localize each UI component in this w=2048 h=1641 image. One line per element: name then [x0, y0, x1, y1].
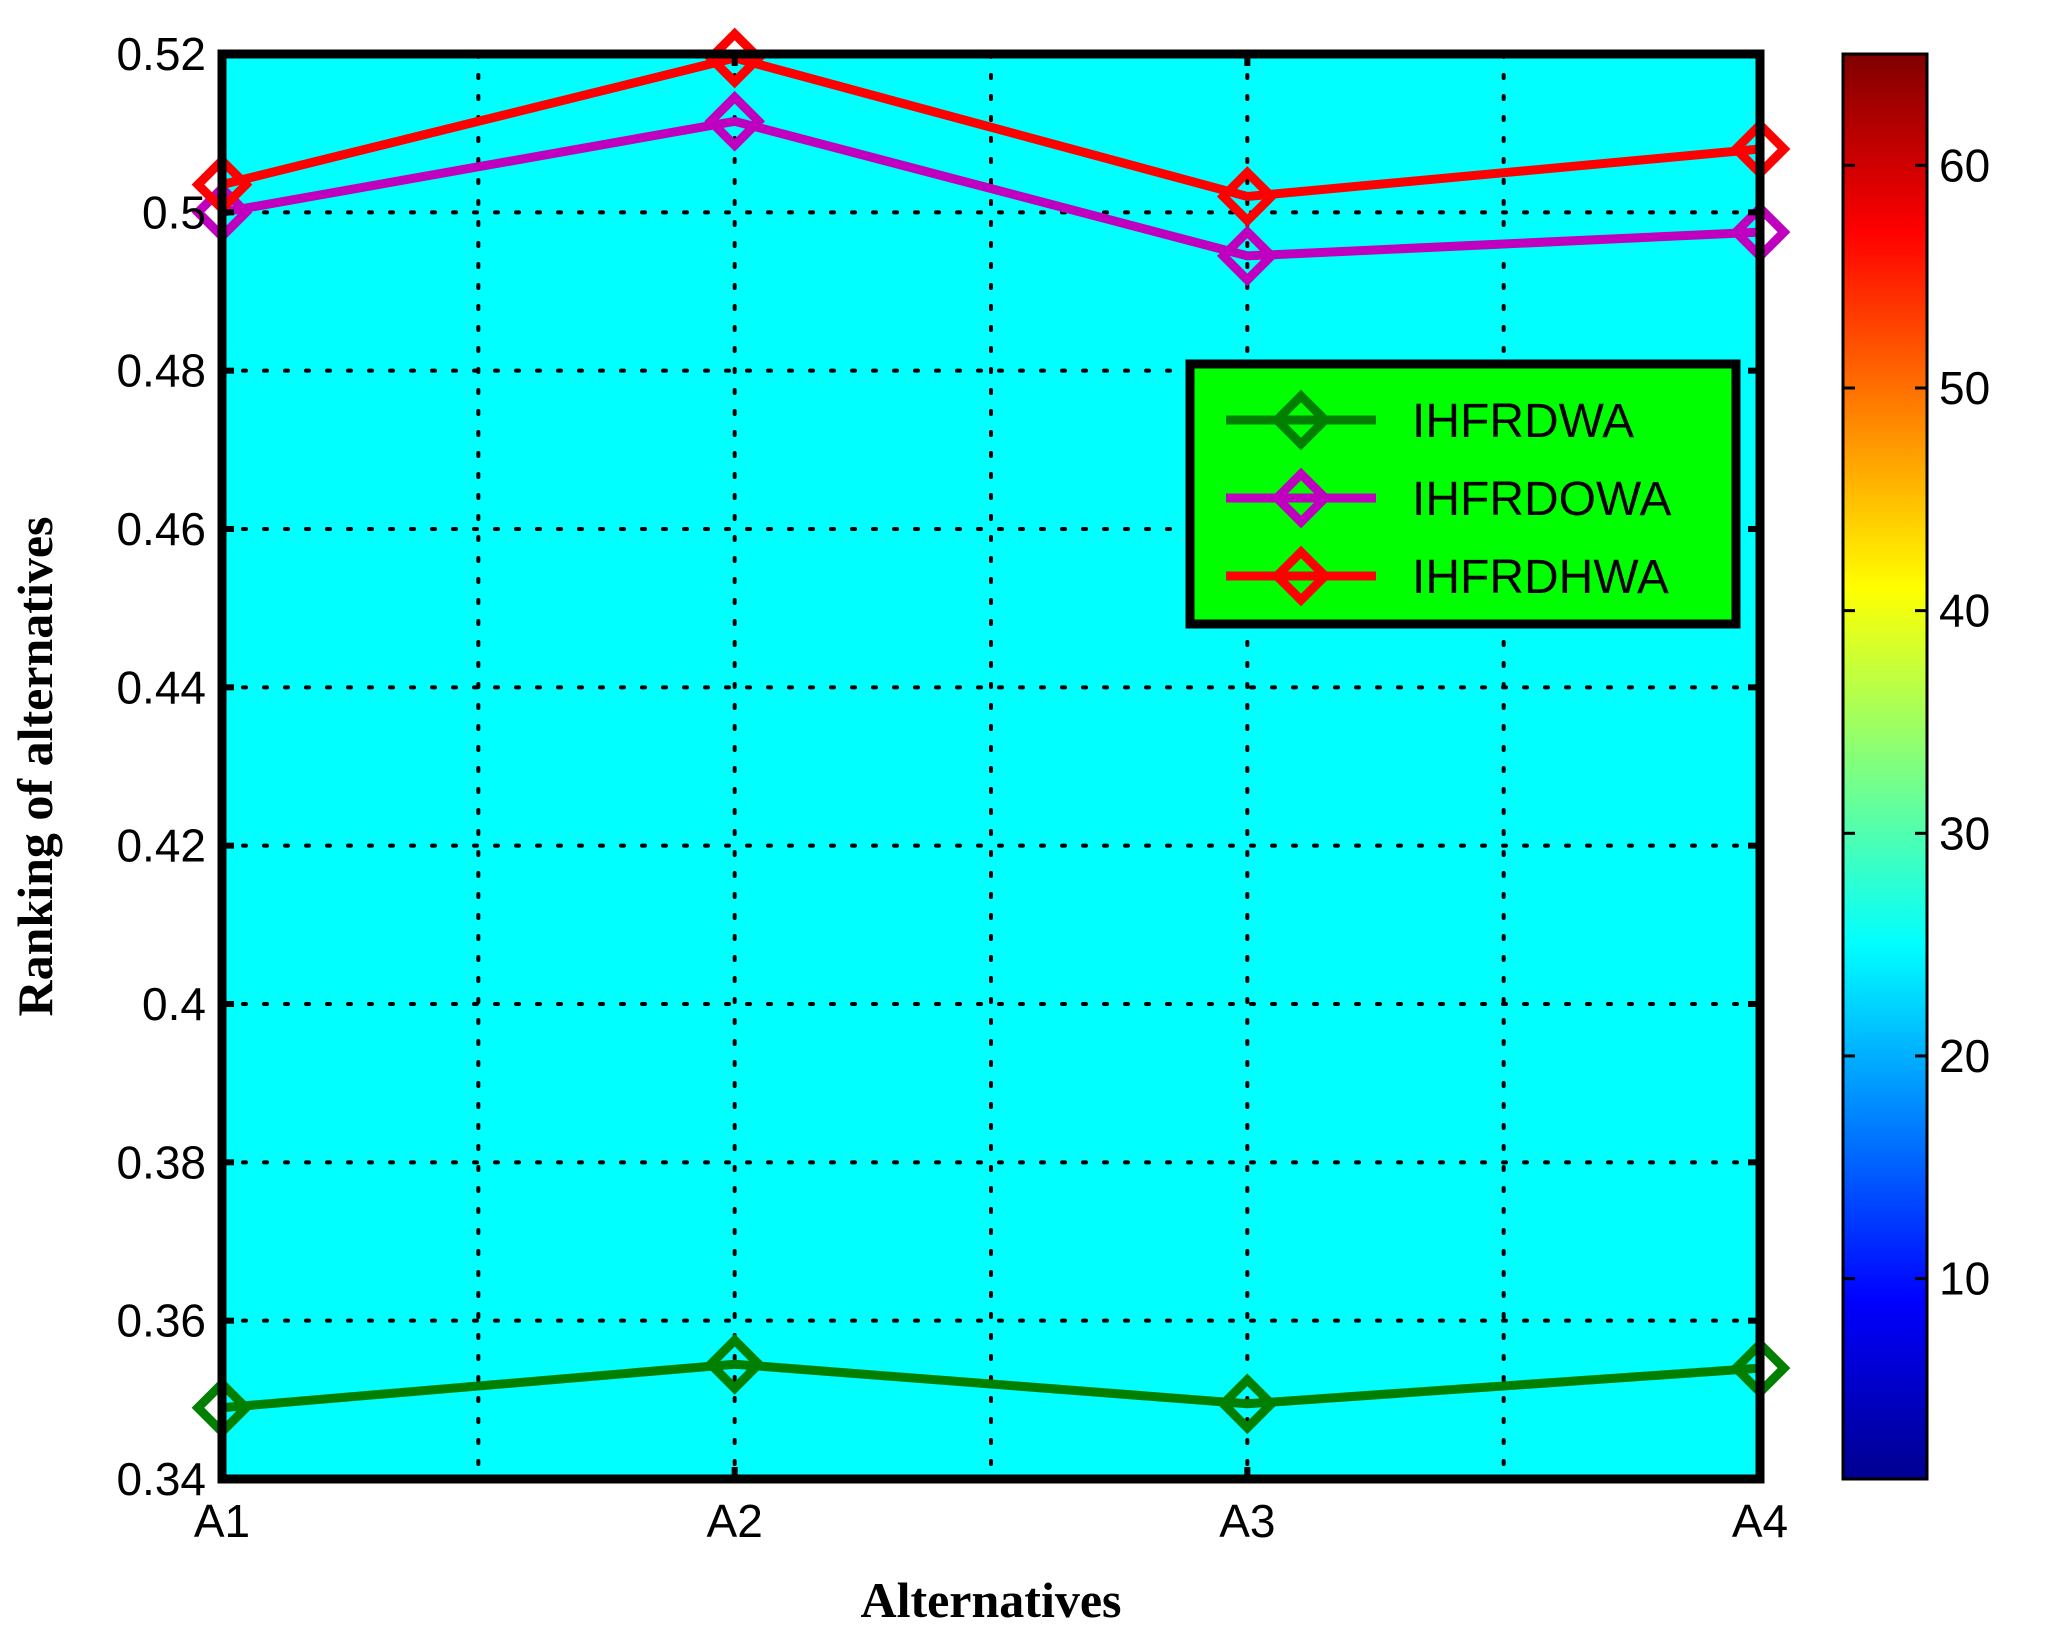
x-axis: A1 A2 A3 A4 — [194, 54, 1788, 1547]
series-line — [220, 53, 1761, 202]
colorbar-tick-label: 40 — [1939, 585, 1990, 637]
data-point-marker — [704, 1333, 766, 1395]
data-point-marker — [704, 90, 766, 152]
series-line — [221, 1359, 1761, 1413]
y-tick-label: 0.4 — [142, 978, 206, 1030]
x-tick-label: A3 — [1219, 1495, 1275, 1547]
colorbar-tick-label: 30 — [1939, 807, 1990, 859]
colorbar-tick-label: 10 — [1939, 1253, 1990, 1305]
data-point-marker — [1216, 225, 1278, 287]
y-axis-title: Ranking of alternatives — [7, 517, 63, 1017]
legend-label: IHFRDWA — [1412, 395, 1634, 448]
legend: IHFRDWA IHFRDOWA IHFRDHWA — [1185, 359, 1741, 629]
series-line — [221, 116, 1761, 261]
y-tick-label: 0.36 — [116, 1295, 206, 1347]
y-tick-label: 0.48 — [116, 345, 206, 397]
y-axis: 0.34 0.36 0.38 0.4 0.42 0.44 0.46 0.48 0.5 0.52 — [116, 28, 1760, 1505]
legend-entry: IHFRDWA — [1226, 389, 1634, 451]
legend-marker — [1270, 389, 1332, 451]
y-tick-label: 0.5 — [142, 186, 206, 238]
legend-label: IHFRDOWA — [1412, 473, 1672, 526]
data-point-marker — [1216, 1373, 1278, 1435]
y-tick-label: 0.44 — [116, 661, 206, 713]
x-tick-label: A4 — [1732, 1495, 1788, 1547]
y-tick-label: 0.52 — [116, 28, 206, 80]
colorbar-tick-label: 20 — [1939, 1030, 1990, 1082]
legend-marker — [1270, 545, 1332, 607]
colorbar: 10 20 30 40 50 60 — [1841, 52, 1990, 1481]
y-tick-label: 0.42 — [116, 820, 206, 872]
colorbar-tick-label: 50 — [1939, 362, 1990, 414]
plot-frame — [217, 49, 1765, 1484]
series-IHFRDWA — [191, 1333, 1791, 1439]
colorbar-gradient — [1841, 52, 1929, 1481]
data-point-marker — [1216, 166, 1278, 227]
y-tick-label: 0.34 — [116, 1453, 206, 1505]
grid-lines — [220, 52, 1762, 1481]
legend-entry: IHFRDHWA — [1226, 545, 1669, 607]
x-tick-label: A1 — [194, 1495, 250, 1547]
legend-entry: IHFRDOWA — [1226, 467, 1672, 529]
y-tick-label: 0.46 — [116, 503, 206, 555]
x-tick-label: A2 — [707, 1495, 763, 1547]
y-tick-label: 0.38 — [116, 1136, 206, 1188]
colorbar-tick-label: 60 — [1939, 139, 1990, 191]
legend-label: IHFRDHWA — [1412, 551, 1669, 604]
legend-marker — [1270, 467, 1332, 529]
x-axis-title: Alternatives — [860, 1572, 1121, 1628]
